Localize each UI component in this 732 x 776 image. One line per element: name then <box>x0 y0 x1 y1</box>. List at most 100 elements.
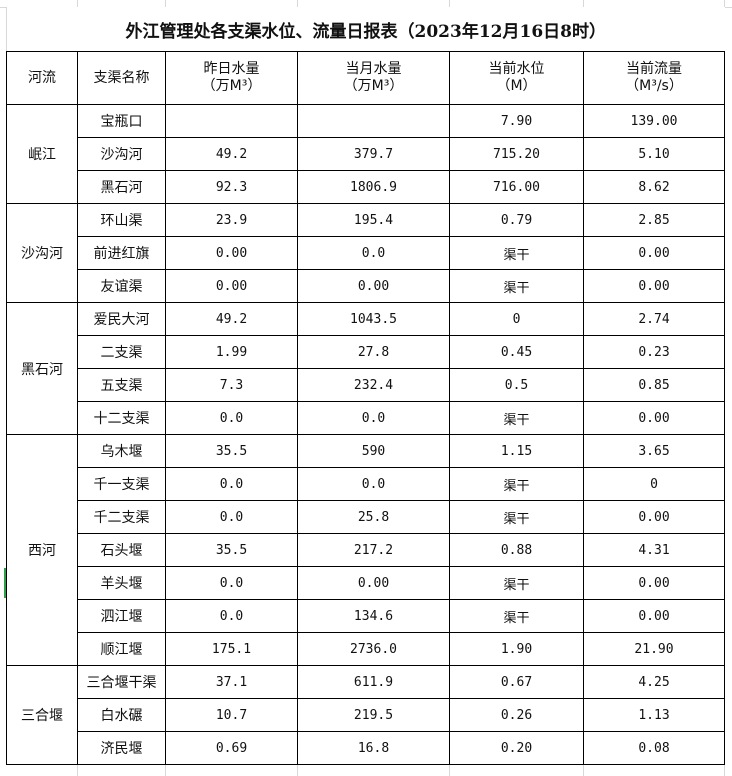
water-level[interactable]: 0.88 <box>449 533 584 567</box>
branch-name[interactable]: 前进红旗 <box>77 236 166 270</box>
branch-name[interactable]: 济民堰 <box>77 731 166 765</box>
flow-rate[interactable]: 3.65 <box>583 434 725 468</box>
flow-rate[interactable]: 0.00 <box>583 236 725 270</box>
flow-rate[interactable]: 0 <box>583 467 725 501</box>
water-level[interactable]: 渠干 <box>449 236 584 270</box>
yesterday-volume[interactable]: 1.99 <box>165 335 298 369</box>
water-level[interactable]: 1.90 <box>449 632 584 666</box>
water-level[interactable]: 渠干 <box>449 269 584 303</box>
month-volume[interactable]: 195.4 <box>297 203 450 237</box>
flow-rate[interactable]: 0.00 <box>583 401 725 435</box>
month-volume[interactable]: 25.8 <box>297 500 450 534</box>
month-volume[interactable]: 1043.5 <box>297 302 450 336</box>
yesterday-volume[interactable]: 10.7 <box>165 698 298 732</box>
yesterday-volume[interactable]: 0.0 <box>165 599 298 633</box>
branch-name[interactable]: 石头堰 <box>77 533 166 567</box>
yesterday-volume[interactable]: 0.0 <box>165 500 298 534</box>
branch-name[interactable]: 顺江堰 <box>77 632 166 666</box>
yesterday-volume[interactable]: 92.3 <box>165 170 298 204</box>
month-volume[interactable]: 590 <box>297 434 450 468</box>
yesterday-volume[interactable]: 37.1 <box>165 665 298 699</box>
flow-rate[interactable]: 0.85 <box>583 368 725 402</box>
branch-name[interactable]: 乌木堰 <box>77 434 166 468</box>
water-level[interactable]: 1.15 <box>449 434 584 468</box>
water-level[interactable]: 716.00 <box>449 170 584 204</box>
water-level[interactable]: 渠干 <box>449 500 584 534</box>
branch-name[interactable]: 羊头堰 <box>77 566 166 600</box>
yesterday-volume[interactable]: 49.2 <box>165 302 298 336</box>
yesterday-volume[interactable]: 175.1 <box>165 632 298 666</box>
water-level[interactable]: 渠干 <box>449 467 584 501</box>
flow-rate[interactable]: 139.00 <box>583 104 725 138</box>
yesterday-volume[interactable]: 35.5 <box>165 434 298 468</box>
water-level[interactable]: 0.79 <box>449 203 584 237</box>
month-volume[interactable]: 219.5 <box>297 698 450 732</box>
flow-rate[interactable]: 2.74 <box>583 302 725 336</box>
month-volume[interactable]: 379.7 <box>297 137 450 171</box>
water-level[interactable]: 715.20 <box>449 137 584 171</box>
month-volume[interactable]: 2736.0 <box>297 632 450 666</box>
yesterday-volume[interactable]: 0.0 <box>165 566 298 600</box>
branch-name[interactable]: 沙沟河 <box>77 137 166 171</box>
month-volume[interactable]: 16.8 <box>297 731 450 765</box>
yesterday-volume[interactable]: 0.0 <box>165 401 298 435</box>
flow-rate[interactable]: 21.90 <box>583 632 725 666</box>
month-volume[interactable]: 232.4 <box>297 368 450 402</box>
branch-name[interactable]: 泗江堰 <box>77 599 166 633</box>
yesterday-volume[interactable]: 49.2 <box>165 137 298 171</box>
flow-rate[interactable]: 8.62 <box>583 170 725 204</box>
branch-name[interactable]: 十二支渠 <box>77 401 166 435</box>
branch-name[interactable]: 环山渠 <box>77 203 166 237</box>
flow-rate[interactable]: 0.00 <box>583 599 725 633</box>
flow-rate[interactable]: 4.31 <box>583 533 725 567</box>
yesterday-volume[interactable]: 0.00 <box>165 236 298 270</box>
branch-name[interactable]: 五支渠 <box>77 368 166 402</box>
yesterday-volume[interactable] <box>165 104 298 138</box>
yesterday-volume[interactable]: 0.00 <box>165 269 298 303</box>
branch-name[interactable]: 千二支渠 <box>77 500 166 534</box>
water-level[interactable]: 0.45 <box>449 335 584 369</box>
yesterday-volume[interactable]: 35.5 <box>165 533 298 567</box>
water-level[interactable]: 7.90 <box>449 104 584 138</box>
flow-rate[interactable]: 0.23 <box>583 335 725 369</box>
branch-name[interactable]: 千一支渠 <box>77 467 166 501</box>
month-volume[interactable]: 134.6 <box>297 599 450 633</box>
month-volume[interactable]: 0.00 <box>297 566 450 600</box>
month-volume[interactable]: 217.2 <box>297 533 450 567</box>
month-volume[interactable]: 1806.9 <box>297 170 450 204</box>
month-volume[interactable] <box>297 104 450 138</box>
branch-name[interactable]: 宝瓶口 <box>77 104 166 138</box>
water-level[interactable]: 渠干 <box>449 599 584 633</box>
water-level[interactable]: 渠干 <box>449 401 584 435</box>
branch-name[interactable]: 二支渠 <box>77 335 166 369</box>
yesterday-volume[interactable]: 7.3 <box>165 368 298 402</box>
flow-rate[interactable]: 0.00 <box>583 566 725 600</box>
water-level[interactable]: 0.5 <box>449 368 584 402</box>
flow-rate[interactable]: 2.85 <box>583 203 725 237</box>
flow-rate[interactable]: 1.13 <box>583 698 725 732</box>
month-volume[interactable]: 27.8 <box>297 335 450 369</box>
water-level[interactable]: 0.67 <box>449 665 584 699</box>
month-volume[interactable]: 0.0 <box>297 401 450 435</box>
branch-name[interactable]: 白水碾 <box>77 698 166 732</box>
yesterday-volume[interactable]: 0.0 <box>165 467 298 501</box>
branch-name[interactable]: 爱民大河 <box>77 302 166 336</box>
month-volume[interactable]: 611.9 <box>297 665 450 699</box>
water-level[interactable]: 0 <box>449 302 584 336</box>
yesterday-volume[interactable]: 23.9 <box>165 203 298 237</box>
flow-rate[interactable]: 0.00 <box>583 500 725 534</box>
branch-name[interactable]: 黑石河 <box>77 170 166 204</box>
water-level[interactable]: 0.26 <box>449 698 584 732</box>
month-volume[interactable]: 0.0 <box>297 467 450 501</box>
month-volume[interactable]: 0.0 <box>297 236 450 270</box>
flow-rate[interactable]: 0.08 <box>583 731 725 765</box>
water-level[interactable]: 0.20 <box>449 731 584 765</box>
branch-name[interactable]: 友谊渠 <box>77 269 166 303</box>
flow-rate[interactable]: 4.25 <box>583 665 725 699</box>
branch-name[interactable]: 三合堰干渠 <box>77 665 166 699</box>
month-volume[interactable]: 0.00 <box>297 269 450 303</box>
yesterday-volume[interactable]: 0.69 <box>165 731 298 765</box>
water-level[interactable]: 渠干 <box>449 566 584 600</box>
flow-rate[interactable]: 0.00 <box>583 269 725 303</box>
flow-rate[interactable]: 5.10 <box>583 137 725 171</box>
